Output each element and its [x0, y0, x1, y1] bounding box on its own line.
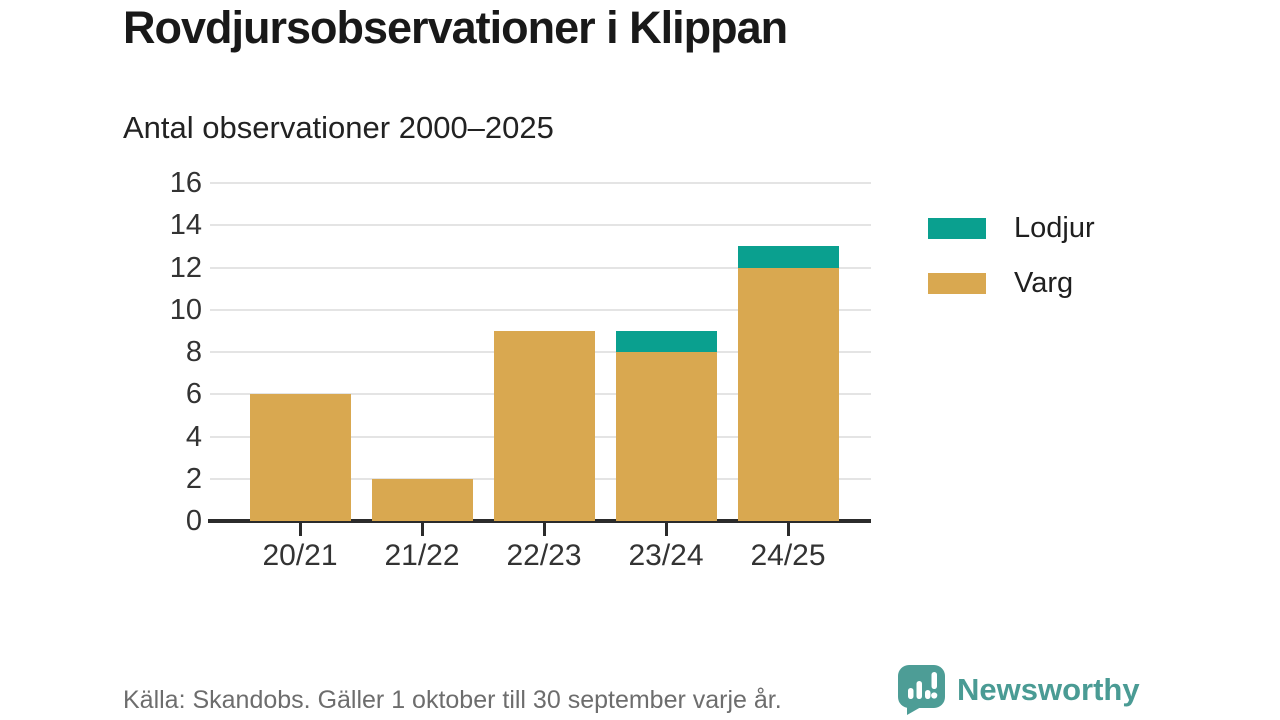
y-tick-label: 2: [185, 462, 202, 495]
bar-segment-lodjur-24-25: [737, 246, 839, 268]
bar-segment-lodjur-23-24: [615, 330, 717, 352]
legend-label: Lodjur: [1014, 212, 1095, 244]
y-tick-label: 10: [169, 293, 202, 326]
x-tick-label: 21/22: [384, 539, 460, 572]
bar-segment-varg-24-25: [737, 267, 839, 521]
legend-swatch: [928, 218, 986, 239]
brand-lockup: Newsworthy: [897, 664, 1140, 716]
x-tick-label: 23/24: [628, 539, 704, 572]
y-tick-label: 12: [169, 251, 202, 284]
x-tick-mark: [542, 523, 546, 536]
y-tick-label: 0: [185, 505, 202, 537]
x-tick-mark: [420, 523, 424, 536]
source-text: Källa: Skandobs. Gäller 1 oktober till 3…: [123, 686, 782, 714]
brand-name: Newsworthy: [957, 672, 1140, 707]
bar-segment-varg-21-22: [371, 478, 473, 521]
y-tick-label: 14: [169, 209, 202, 242]
x-tick-mark: [786, 523, 790, 536]
x-tick-label: 24/25: [750, 539, 826, 572]
plot-area: 20/21 21/22 22/23 23/24 24/25: [208, 182, 871, 572]
x-tick-mark: [298, 523, 302, 536]
y-axis-labels: 0 2 4 6 8 10 12 14 16: [0, 168, 202, 536]
y-tick-label: 4: [185, 420, 202, 453]
x-tick-mark: [664, 523, 668, 536]
bar-segment-varg-23-24: [615, 352, 717, 521]
chart-subtitle: Antal observationer 2000–2025: [123, 110, 554, 145]
legend-label: Varg: [1014, 267, 1074, 299]
x-tick-label: 20/21: [262, 539, 338, 572]
gridline: [210, 224, 871, 227]
y-tick-label: 16: [169, 167, 202, 199]
gridline: [210, 266, 871, 269]
legend-swatch: [928, 273, 986, 294]
chart-title: Rovdjursobservationer i Klippan: [123, 2, 788, 53]
legend: Lodjur Varg: [928, 214, 1095, 324]
bar-segment-varg-22-23: [493, 330, 595, 521]
bar-segment-varg-20-21: [249, 394, 351, 521]
legend-item-lodjur: Lodjur: [928, 214, 1095, 243]
x-axis-line: [208, 519, 871, 523]
x-tick-label: 22/23: [506, 539, 582, 572]
newsworthy-logo-icon: [898, 665, 945, 715]
y-tick-label: 6: [185, 378, 202, 411]
legend-item-varg: Varg: [928, 269, 1095, 298]
y-tick-label: 8: [185, 336, 202, 368]
gridline: [210, 308, 871, 311]
gridline: [210, 182, 871, 184]
